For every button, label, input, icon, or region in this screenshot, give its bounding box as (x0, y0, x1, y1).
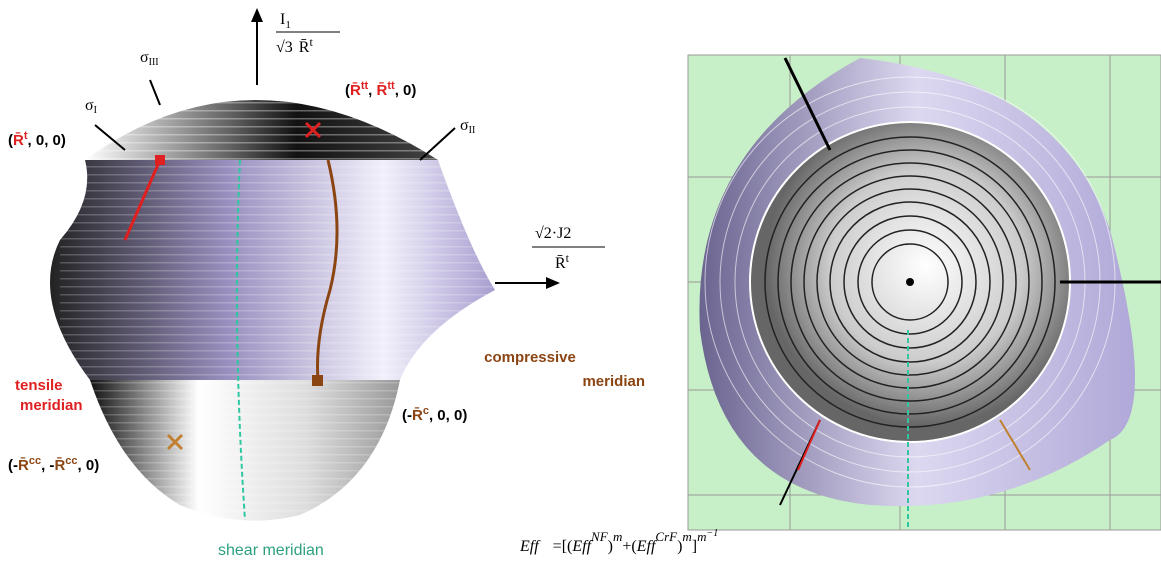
text-part: , 0) (78, 457, 100, 474)
text-part: +( (622, 538, 636, 555)
meridian-label: shear meridian (218, 542, 324, 559)
text-part: CrF (655, 529, 678, 544)
text-part: m (613, 529, 622, 544)
text-part: (- (8, 457, 18, 474)
meridian-label: meridian (582, 373, 645, 390)
text-part: R̄ (350, 81, 361, 99)
text-part: R̄ (54, 456, 65, 474)
text-part: R̄ (18, 456, 29, 474)
sigma-label: σIII (140, 49, 159, 68)
text-part: (- (402, 407, 412, 424)
point-label: (-R̄c, 0, 0) (402, 405, 467, 424)
text-part: , (368, 82, 376, 99)
text-part: NF (590, 529, 609, 544)
text-part: cc (29, 455, 41, 467)
text-part: cc (65, 455, 77, 467)
text-part: , 0, 0) (429, 407, 467, 424)
right-figure (688, 55, 1161, 530)
axis-label: √2·J2 (535, 225, 571, 242)
text-part: t (309, 35, 313, 49)
text-part: R̄ (299, 39, 310, 56)
text-part: m (682, 529, 691, 544)
point-label: (R̄tt, R̄tt, 0) (345, 80, 416, 99)
meridian-label: compressive (484, 349, 576, 366)
meridian-label: meridian (20, 397, 83, 414)
text-part: R̄ (555, 255, 566, 272)
text-part: I (94, 105, 97, 116)
text-part: III (149, 57, 159, 68)
axis-label: I1 (280, 11, 291, 31)
formula: Eff=[(EffNF)m+(EffCrF)m]m−1 (519, 528, 718, 555)
text-part: Eff (519, 538, 541, 555)
text-part: m (697, 529, 706, 544)
point-label: (R̄t, 0, 0) (8, 130, 66, 149)
point-label: (-R̄cc, -R̄cc, 0) (8, 455, 99, 474)
text-part: √3 (276, 39, 293, 56)
text-part: t (566, 251, 570, 265)
figure: I1 √3R̄t √2·J2 R̄t σIII σI σII (R̄tt, R̄… (0, 0, 1161, 563)
sigma-label: σII (460, 117, 475, 136)
meridian-label: tensile (15, 377, 63, 394)
text-part: R̄ (412, 406, 423, 424)
text-part: = (553, 538, 562, 555)
text-part: −1 (707, 528, 719, 539)
text-part: , 0, 0) (28, 132, 66, 149)
text-part: , - (41, 457, 54, 474)
axis-label: R̄t (555, 251, 570, 272)
text-part: R̄ (13, 131, 24, 149)
text-part: II (469, 125, 476, 136)
text-part: 1 (285, 19, 291, 31)
text-part: , 0) (395, 82, 417, 99)
axis-label: √3 R̄t (276, 35, 313, 56)
text-part: [( (562, 538, 573, 555)
text-part: R̄ (377, 81, 388, 99)
sigma-label: σI (85, 97, 97, 116)
